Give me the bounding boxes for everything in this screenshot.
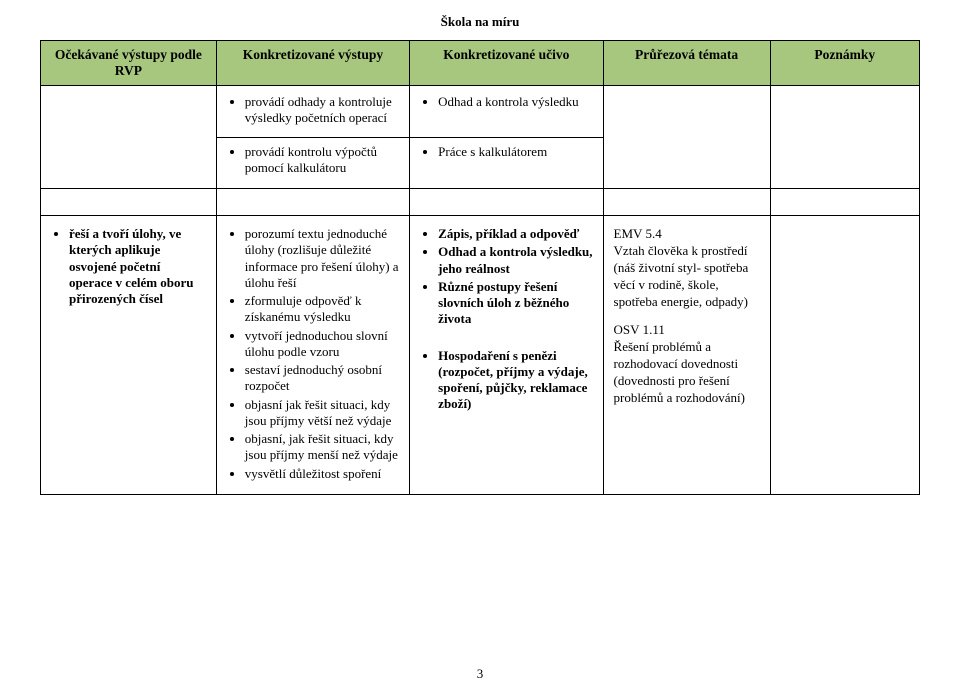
bullet: zformuluje odpověď k získanému výsledku [245,293,399,326]
doc-header: Škola na míru [40,14,920,30]
text-line [614,310,760,322]
bullet: vytvoří jednoduchou slovní úlohu podle v… [245,328,399,361]
spacer-row [41,189,920,216]
bullet: Odhad a kontrola výsledku [438,94,592,110]
bullet: Zápis, příklad a odpověď [438,226,592,242]
bullet: provádí odhady a kontroluje výsledky poč… [245,94,399,127]
text-line: (náš životní styl- spotřeba věcí v rodin… [614,260,760,311]
bullet: řeší a tvoří úlohy, ve kterých aplikuje … [69,226,206,307]
bullet: Různé postupy řešení slovních úloh z běž… [438,279,592,328]
table-row: řeší a tvoří úlohy, ve kterých aplikuje … [41,216,920,495]
bullet: objasní, jak řešit situaci, kdy jsou pří… [245,431,399,464]
table-row: provádí odhady a kontroluje výsledky poč… [41,86,920,138]
col-header: Očekávané výstupy podle RVP [41,41,217,86]
bullet: objasní jak řešit situaci, kdy jsou příj… [245,397,399,430]
curriculum-table: Očekávané výstupy podle RVP Konkretizova… [40,40,920,495]
bullet: porozumí textu jednoduché úlohy (rozlišu… [245,226,399,291]
page-number: 3 [0,666,960,682]
bullet: vysvětlí důležitost spoření [245,466,399,482]
text-line: Řešení problémů a rozhodovací dovednosti… [614,339,760,407]
col-header: Průřezová témata [603,41,770,86]
bullet: sestaví jednoduchý osobní rozpočet [245,362,399,395]
col-header: Poznámky [770,41,919,86]
text-line: Vztah člověka k prostředí [614,243,760,260]
col-header: Konkretizované výstupy [216,41,409,86]
col-header: Konkretizované učivo [410,41,603,86]
bullet: Hospodaření s penězi (rozpočet, příjmy a… [438,348,592,413]
text-line: OSV 1.11 [614,322,760,339]
text-line: EMV 5.4 [614,226,760,243]
bullet: Práce s kalkulátorem [438,144,592,160]
table-row: provádí kontrolu výpočtů pomocí kalkulát… [41,137,920,189]
bullet: Odhad a kontrola výsledku, jeho reálnost [438,244,592,277]
table-header-row: Očekávané výstupy podle RVP Konkretizova… [41,41,920,86]
bullet: provádí kontrolu výpočtů pomocí kalkulát… [245,144,399,177]
